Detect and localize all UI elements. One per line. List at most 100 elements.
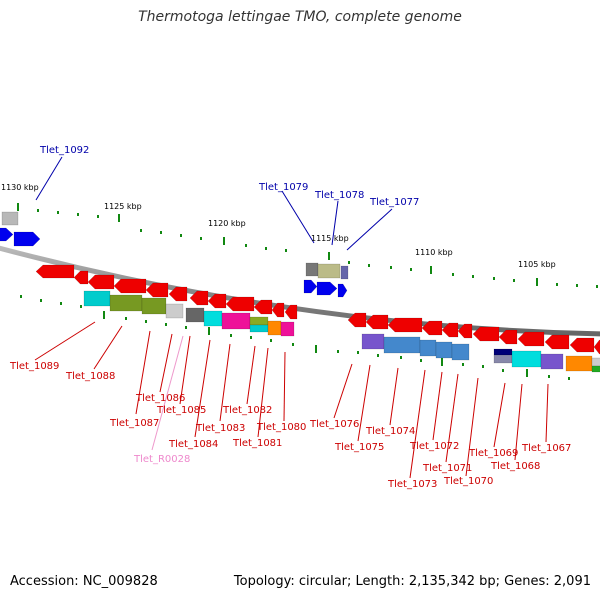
gene-feature-reverse[interactable] (347, 312, 367, 328)
gene-label-tlet-r0028[interactable]: Tlet_R0028 (133, 454, 190, 465)
gene-feature-forward[interactable] (316, 281, 338, 296)
gene-feature-operon[interactable] (591, 357, 600, 367)
gene-label-tlet-1075[interactable]: Tlet_1075 (334, 442, 384, 453)
gene-label-tlet-1079[interactable]: Tlet_1079 (258, 182, 308, 193)
gene-feature-tlet-1075[interactable] (383, 336, 421, 354)
gene-feature-reverse[interactable] (35, 264, 75, 279)
gene-feature-tlet-1069[interactable] (493, 348, 513, 356)
gene-feature-forward[interactable] (13, 231, 41, 247)
gene-label-tlet-1092[interactable]: Tlet_1092 (39, 145, 89, 156)
gene-label-tlet-1084[interactable]: Tlet_1084 (168, 439, 218, 450)
gene-feature-operon[interactable] (591, 365, 600, 373)
callout-line (409, 369, 426, 479)
scale-label-1120: 1120 kbp (208, 219, 246, 228)
gene-feature-forward[interactable] (0, 227, 14, 242)
gene-feature-reverse[interactable] (457, 323, 473, 339)
gene-feature-tlet-1073[interactable] (435, 341, 453, 359)
gene-feature-reverse[interactable] (168, 286, 188, 302)
gene-feature-operon[interactable] (565, 355, 593, 372)
gene-feature-tlet-1077[interactable] (340, 265, 349, 280)
scale-tick (472, 275, 474, 278)
gene-feature-reverse[interactable] (225, 296, 255, 312)
scale-tick (230, 334, 232, 337)
gene-feature-tlet-1085[interactable] (185, 307, 205, 323)
gene-feature-tlet-1082[interactable] (249, 316, 269, 326)
gene-feature-reverse[interactable] (87, 274, 115, 290)
gene-feature-tlet-1080[interactable] (280, 321, 295, 337)
gene-label-tlet-1067[interactable]: Tlet_1067 (521, 443, 571, 454)
scale-tick (60, 302, 62, 305)
gene-label-tlet-1089[interactable]: Tlet_1089 (9, 361, 59, 372)
gene-feature-forward[interactable] (303, 279, 318, 294)
scale-labels: 1130 kbp 1125 kbp 1120 kbp 1115 kbp 1110… (1, 183, 556, 269)
gene-feature-tlet-1068[interactable] (511, 350, 542, 368)
gene-feature-reverse[interactable] (472, 326, 500, 342)
gene-feature-reverse[interactable] (441, 322, 459, 338)
gene-label-tlet-1068[interactable]: Tlet_1068 (490, 461, 540, 472)
gene-label-tlet-1072[interactable]: Tlet_1072 (409, 441, 459, 452)
gene-label-tlet-1081[interactable]: Tlet_1081 (232, 438, 282, 449)
gene-feature-tlet-1069b[interactable] (493, 354, 513, 364)
gene-feature-tlet-1072[interactable] (451, 343, 470, 361)
callout-line (34, 321, 96, 361)
gene-feature-reverse[interactable] (387, 317, 423, 333)
gene-feature-reverse[interactable] (498, 329, 518, 345)
scale-tick (180, 234, 182, 237)
gene-feature-tlet-1081[interactable] (267, 320, 282, 336)
scale-tick (97, 215, 99, 218)
gene-feature-reverse[interactable] (284, 304, 298, 320)
gene-feature-tlet-1076[interactable] (361, 333, 385, 350)
gene-feature-reverse[interactable] (253, 299, 273, 315)
gene-label-tlet-1086[interactable]: Tlet_1086 (135, 393, 185, 404)
gene-label-tlet-1073[interactable]: Tlet_1073 (387, 479, 437, 490)
gene-feature-reverse[interactable] (544, 334, 570, 350)
scale-ticks (17, 203, 598, 380)
callout-line (135, 330, 151, 415)
gene-feature-tlet-1087[interactable] (141, 297, 167, 315)
scale-tick (348, 261, 350, 264)
gene-feature-reverse[interactable] (271, 302, 285, 318)
gene-feature-tlet-1078[interactable] (317, 263, 341, 279)
scale-tick (20, 295, 22, 298)
gene-feature-reverse[interactable] (189, 290, 209, 306)
gene-feature-reverse[interactable] (113, 278, 147, 294)
gene-label-tlet-1077[interactable]: Tlet_1077 (369, 197, 419, 208)
gene-feature-tlet-1067[interactable] (540, 353, 564, 370)
scale-tick (420, 359, 422, 362)
gene-label-tlet-1069[interactable]: Tlet_1069 (468, 448, 518, 459)
gene-feature-reverse[interactable] (145, 282, 169, 298)
scale-label-1110: 1110 kbp (415, 248, 453, 257)
scale-tick (400, 356, 402, 359)
gene-label-tlet-1080[interactable]: Tlet_1080 (256, 422, 306, 433)
gene-feature-reverse[interactable] (207, 293, 227, 309)
gene-feature-tlet-1083[interactable] (221, 312, 251, 330)
gene-label-tlet-1070[interactable]: Tlet_1070 (443, 476, 493, 487)
gene-feature-tlet-1088[interactable] (109, 294, 143, 312)
callout-line (432, 371, 443, 441)
gene-feature-forward[interactable] (337, 283, 348, 298)
gene-label-tlet-1088[interactable]: Tlet_1088 (65, 371, 115, 382)
gene-feature-tlet-1079[interactable] (305, 262, 319, 277)
gene-feature-reverse[interactable] (593, 339, 600, 355)
gene-feature-tlet-1086[interactable] (165, 303, 184, 319)
gene-feature-reverse[interactable] (569, 337, 595, 353)
gene-feature-tlet-1089[interactable] (83, 290, 111, 307)
callout-line (246, 345, 256, 405)
callout-line (159, 333, 173, 393)
gene-feature-reverse[interactable] (517, 331, 545, 347)
gene-feature-tlet-1082b[interactable] (249, 324, 269, 333)
gene-label-tlet-1085[interactable]: Tlet_1085 (156, 405, 206, 416)
gene-label-tlet-1071[interactable]: Tlet_1071 (422, 463, 472, 474)
gene-feature-reverse[interactable] (421, 320, 443, 336)
gene-label-tlet-1087[interactable]: Tlet_1087 (109, 418, 159, 429)
gene-label-tlet-1076[interactable]: Tlet_1076 (309, 419, 359, 430)
gene-feature-tlet-1084[interactable] (203, 310, 223, 327)
gene-feature-reverse[interactable] (365, 314, 389, 330)
gene-label-tlet-1078[interactable]: Tlet_1078 (314, 190, 364, 201)
gene-label-tlet-1074[interactable]: Tlet_1074 (365, 426, 415, 437)
gene-feature-reverse[interactable] (73, 270, 89, 285)
gene-label-tlet-1083[interactable]: Tlet_1083 (195, 423, 245, 434)
gene-label-tlet-1082[interactable]: Tlet_1082 (222, 405, 272, 416)
gene-feature-tlet-1092[interactable] (1, 211, 19, 226)
gene-feature-tlet-1074[interactable] (419, 339, 437, 357)
